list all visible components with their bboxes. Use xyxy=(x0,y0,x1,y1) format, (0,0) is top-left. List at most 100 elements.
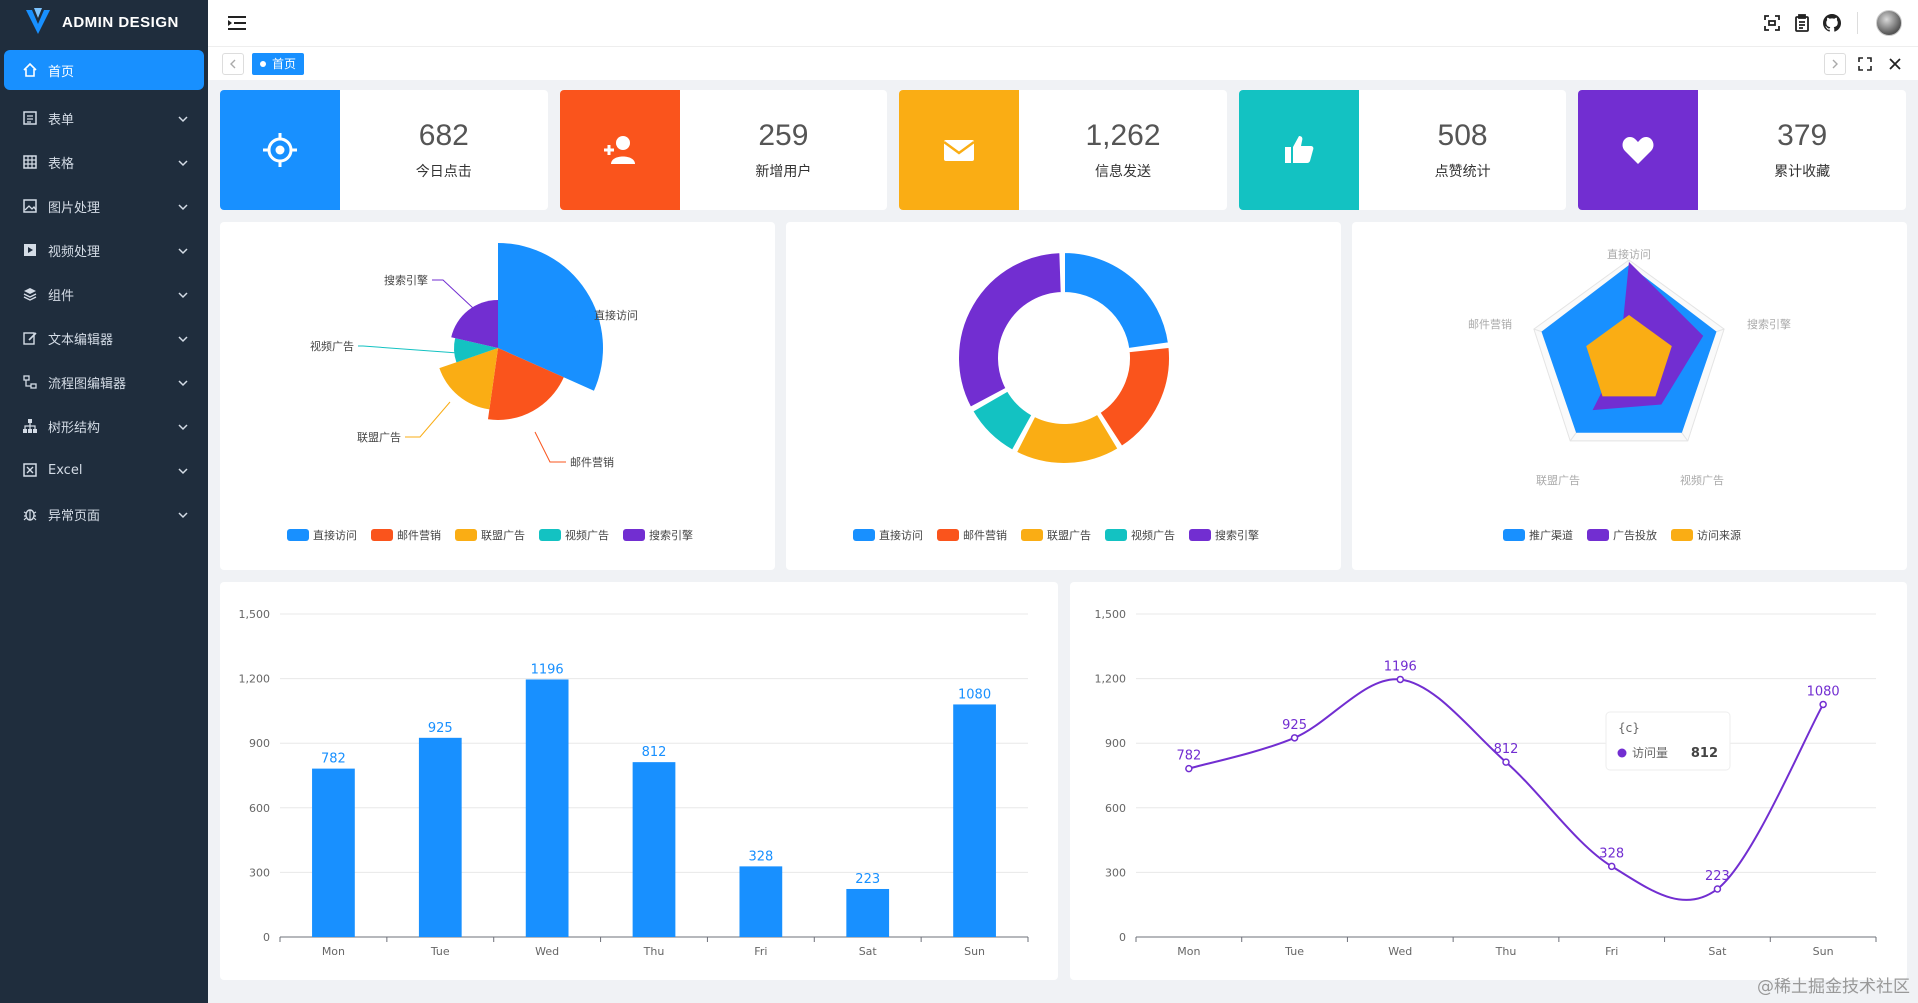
line-value-label: 328 xyxy=(1599,846,1624,861)
rose-slice[interactable] xyxy=(498,243,603,391)
tabs-next-button[interactable] xyxy=(1824,52,1846,75)
donut-slice[interactable] xyxy=(1098,345,1171,448)
bar[interactable] xyxy=(846,888,890,937)
line-point[interactable] xyxy=(1819,700,1827,709)
edit-icon xyxy=(22,330,38,346)
sidebar-item-10[interactable]: 异常页面 xyxy=(0,492,208,536)
stat-card[interactable]: 1,262 信息发送 xyxy=(899,90,1227,210)
sidebar-item-9[interactable]: Excel xyxy=(0,448,208,492)
donut-slice[interactable] xyxy=(1063,251,1170,350)
tabs-bar: 首页 xyxy=(208,46,1918,80)
screen-full-icon[interactable] xyxy=(1763,14,1781,32)
close-icon[interactable] xyxy=(1884,53,1906,75)
legend-item[interactable]: 视频广告 xyxy=(1105,528,1175,542)
rose-label-line xyxy=(405,401,451,438)
y-tick-label: 600 xyxy=(249,802,270,815)
sidebar-item-8[interactable]: 树形结构 xyxy=(0,404,208,448)
top-header xyxy=(208,0,1918,46)
legend-item[interactable]: 直接访问 xyxy=(287,528,357,542)
clipboard-icon[interactable] xyxy=(1793,14,1811,32)
line-point[interactable] xyxy=(1185,764,1193,773)
bar-value-label: 1196 xyxy=(531,662,564,677)
line-point[interactable] xyxy=(1396,675,1405,684)
legend-item[interactable]: 访问来源 xyxy=(1671,528,1741,542)
sidebar-item-1[interactable]: 表单 xyxy=(0,96,208,140)
sidebar-item-label: 表格 xyxy=(48,156,75,172)
chevron-down-icon xyxy=(178,421,188,431)
sidebar-item-label: 图片处理 xyxy=(48,200,101,216)
sidebar-item-0[interactable]: 首页 xyxy=(4,50,204,90)
stat-card[interactable]: 259 新增用户 xyxy=(559,90,888,210)
legend-swatch xyxy=(1503,529,1525,541)
line-series[interactable] xyxy=(1188,678,1825,901)
bar-value-label: 1080 xyxy=(958,687,991,702)
legend-item[interactable]: 视频广告 xyxy=(539,528,609,542)
stat-card[interactable]: 682 今日点击 xyxy=(220,90,548,210)
bar[interactable] xyxy=(418,737,462,937)
chevron-right-icon xyxy=(1832,59,1838,68)
line-chart: 0 300 600 900 1,200 1,500 Mon Tue Wed Thu Fri Sat Su… xyxy=(1095,608,1877,958)
chevron-left-icon xyxy=(230,59,236,68)
sidebar-item-6[interactable]: 文本编辑器 xyxy=(0,316,208,360)
logo[interactable]: ADMIN DESIGN xyxy=(0,0,208,44)
line-point[interactable] xyxy=(1607,862,1616,871)
home-icon xyxy=(22,62,38,78)
x-tick-label: Sat xyxy=(1708,945,1727,958)
rose-slice[interactable] xyxy=(487,348,564,420)
legend-item[interactable]: 邮件营销 xyxy=(937,528,1007,542)
stat-card[interactable]: 379 累计收藏 xyxy=(1578,90,1906,210)
chevron-down-icon xyxy=(178,465,188,475)
sidebar-item-7[interactable]: 流程图编辑器 xyxy=(0,360,208,404)
radar-indicator: 视频广告 xyxy=(1680,473,1724,487)
sidebar-item-4[interactable]: 视频处理 xyxy=(0,228,208,272)
legend-item[interactable]: 联盟广告 xyxy=(455,529,525,542)
stat-label: 新增用户 xyxy=(755,164,812,180)
legend-item[interactable]: 搜索引擎 xyxy=(623,528,693,542)
stat-label: 累计收藏 xyxy=(1774,164,1831,180)
chevron-down-icon xyxy=(178,201,188,211)
y-tick-label: 1,200 xyxy=(239,673,271,686)
sidebar-item-3[interactable]: 图片处理 xyxy=(0,184,208,228)
tabs-prev-button[interactable] xyxy=(222,52,244,75)
github-icon[interactable] xyxy=(1823,14,1841,32)
legend-label: 搜索引擎 xyxy=(649,528,693,542)
legend-item[interactable]: 搜索引擎 xyxy=(1189,528,1259,542)
bar[interactable] xyxy=(525,679,569,937)
sidebar-item-label: Excel xyxy=(48,462,83,478)
bar[interactable] xyxy=(953,704,996,937)
bar[interactable] xyxy=(739,866,783,937)
legend-label: 推广渠道 xyxy=(1529,528,1573,542)
stat-card[interactable]: 508 点赞统计 xyxy=(1238,90,1567,210)
legend-item[interactable]: 直接访问 xyxy=(853,528,923,542)
tab-home[interactable]: 首页 xyxy=(252,52,305,75)
donut-slice[interactable] xyxy=(957,251,1063,409)
menu-fold-icon[interactable] xyxy=(228,14,246,32)
legend-item[interactable]: 推广渠道 xyxy=(1503,528,1573,542)
legend-item[interactable]: 邮件营销 xyxy=(371,528,441,542)
bar[interactable] xyxy=(632,762,676,937)
donut-slice[interactable] xyxy=(1014,412,1120,465)
radar-area[interactable] xyxy=(1586,315,1672,397)
flow-icon xyxy=(22,374,38,390)
expand-icon[interactable] xyxy=(1854,53,1876,75)
x-tick-label: Fri xyxy=(754,945,767,958)
user-avatar[interactable] xyxy=(1876,10,1902,36)
rose-slice[interactable] xyxy=(439,348,498,410)
sidebar-item-2[interactable]: 表格 xyxy=(0,140,208,184)
rose-label: 联盟广告 xyxy=(357,431,401,444)
tab-active-dot xyxy=(260,60,266,67)
donut-slice[interactable] xyxy=(971,389,1034,452)
stat-cards: 682 今日点击 259 新增用户 1,262 信息发送 508 点赞统计 379 累计收藏 xyxy=(220,90,1906,210)
line-point[interactable] xyxy=(1713,885,1722,893)
legend-item[interactable]: 联盟广告 xyxy=(1021,529,1091,542)
line-point[interactable] xyxy=(1502,758,1510,766)
tooltip-title: {c} xyxy=(1618,721,1640,735)
rose-slice[interactable] xyxy=(454,338,498,363)
legend-item[interactable]: 广告投放 xyxy=(1587,528,1657,542)
line-point[interactable] xyxy=(1290,734,1299,742)
radar-indicator: 搜索引擎 xyxy=(1747,317,1791,331)
sidebar-item-5[interactable]: 组件 xyxy=(0,272,208,316)
rose-slice[interactable] xyxy=(451,300,498,348)
sidebar-item-label: 树形结构 xyxy=(48,420,101,436)
bar[interactable] xyxy=(312,768,355,937)
